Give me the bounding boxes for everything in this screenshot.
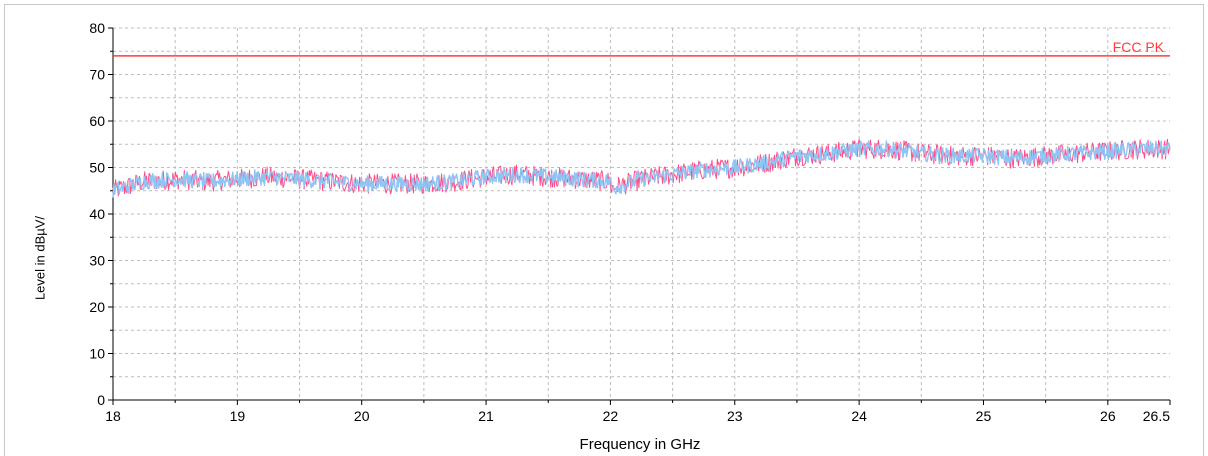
x-tick-label: 25 [976,408,992,424]
x-tick-label: 24 [851,408,867,424]
x-tick-label: 26.5 [1143,408,1170,424]
y-tick-label: 40 [89,206,105,222]
y-tick-label: 0 [97,392,105,408]
y-tick-label: 60 [89,113,105,129]
limit-line-label: FCC PK [1113,39,1165,55]
x-tick-label: 23 [727,408,743,424]
x-axis-label: Frequency in GHz [579,436,701,453]
y-tick-label: 10 [89,346,105,362]
x-tick-label: 20 [354,408,370,424]
y-tick-label: 70 [89,67,105,83]
x-tick-label: 21 [478,408,494,424]
x-tick-label: 19 [230,408,246,424]
y-axis-label: Level in dBµV/ [32,215,48,301]
x-tick-label: 18 [105,408,121,424]
x-tick-label: 22 [603,408,619,424]
y-tick-label: 30 [89,253,105,269]
y-tick-label: 50 [89,160,105,176]
chart-frame [4,4,1204,456]
series-trace [112,140,1171,198]
x-tick-label: 26 [1100,408,1116,424]
y-tick-label: 20 [89,299,105,315]
y-tick-label: 80 [89,20,105,36]
